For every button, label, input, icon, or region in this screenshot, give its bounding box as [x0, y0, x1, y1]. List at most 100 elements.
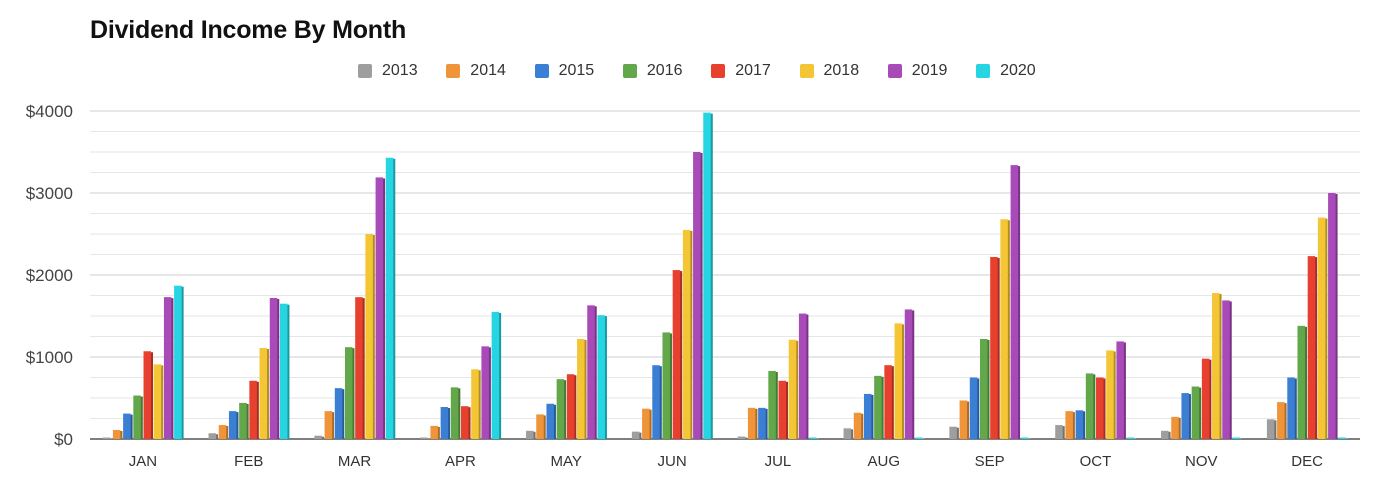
bar-side	[1345, 438, 1348, 439]
bar-2020-feb	[279, 303, 288, 439]
bar-2015-apr	[440, 407, 449, 439]
chart-legend: 2013 2014 2015 2016 2017 2018 2019 2020	[0, 62, 1400, 86]
bar-2018-nov	[1212, 293, 1220, 439]
bar-2020-dec	[1338, 437, 1346, 439]
x-tick-label: MAY	[551, 453, 582, 470]
bar-2018-mar	[365, 234, 373, 439]
bar-group-apr	[420, 311, 502, 439]
bar-2016-aug	[874, 375, 882, 439]
bar-side	[795, 340, 799, 439]
bar-2015-oct	[1075, 410, 1084, 439]
bar-side	[427, 438, 430, 439]
bar-2016-apr	[450, 387, 459, 439]
legend-item-2015: 2015	[534, 62, 595, 80]
bar-side	[649, 409, 652, 439]
bar-2018-apr	[471, 369, 479, 439]
bar-side	[1304, 326, 1307, 439]
bar-2020-nov	[1232, 437, 1240, 439]
y-tick-label: $3000	[26, 184, 73, 203]
bar-side	[997, 257, 1000, 439]
bar-2014-may	[536, 414, 544, 439]
bar-side	[478, 370, 481, 439]
bar-2013-sep	[949, 426, 957, 439]
bar-side	[573, 375, 577, 439]
bar-2016-jun	[662, 332, 670, 439]
bar-side	[119, 430, 123, 439]
bar-side	[1284, 403, 1287, 439]
bar-2018-dec	[1317, 217, 1326, 439]
bar-side	[881, 376, 884, 439]
bar-side	[870, 394, 874, 439]
bar-2013-apr	[420, 437, 428, 439]
bar-2014-apr	[430, 425, 438, 439]
bar-2020-oct	[1126, 437, 1135, 439]
bar-side	[966, 401, 970, 439]
legend-swatch	[622, 64, 637, 78]
bar-2019-nov	[1222, 300, 1230, 439]
bar-side	[457, 388, 461, 439]
legend-item-2014: 2014	[446, 62, 506, 80]
bar-2014-dec	[1277, 402, 1285, 439]
x-tick-label: JUL	[765, 453, 792, 470]
bar-2014-aug	[853, 412, 862, 439]
legend-item-2019: 2019	[887, 62, 948, 80]
bar-group-jul	[737, 313, 819, 439]
bar-2017-may	[566, 374, 575, 439]
bar-side	[1007, 220, 1010, 439]
bar-side	[594, 306, 597, 439]
bar-side	[488, 347, 491, 439]
legend-swatch	[446, 64, 461, 78]
bar-2016-mar	[344, 347, 353, 439]
bar-side	[754, 408, 758, 439]
bar-side	[1092, 374, 1096, 439]
bar-2017-oct	[1096, 377, 1104, 439]
bar-side	[276, 298, 280, 439]
legend-swatch	[711, 64, 726, 78]
bar-side	[1103, 378, 1106, 439]
bar-side	[669, 333, 672, 439]
bar-2016-oct	[1085, 373, 1094, 439]
legend-label: 2019	[911, 62, 948, 79]
bar-2017-apr	[461, 406, 469, 439]
bar-2020-mar	[385, 157, 394, 440]
bar-side	[372, 235, 375, 439]
bar-group-mar	[314, 157, 396, 440]
bar-2013-feb	[208, 433, 217, 439]
bar-2018-oct	[1106, 350, 1114, 439]
y-tick-label: $4000	[26, 102, 73, 121]
bar-2015-mar	[334, 388, 343, 439]
bar-side	[956, 427, 959, 439]
bar-2019-feb	[269, 297, 278, 439]
bar-2015-aug	[863, 393, 872, 439]
bar-side	[1229, 301, 1232, 439]
legend-label: 2015	[558, 62, 595, 79]
bar-group-dec	[1266, 193, 1348, 439]
bar-2015-feb	[228, 411, 237, 439]
bar-side	[1062, 426, 1065, 439]
bar-2013-aug	[843, 428, 852, 439]
bar-2020-sep	[1020, 437, 1029, 439]
legend-item-2020: 2020	[976, 62, 1036, 80]
bar-side	[604, 316, 607, 439]
bar-2018-may	[577, 338, 585, 439]
x-tick-label: FEB	[234, 453, 263, 470]
legend-label: 2017	[735, 62, 771, 79]
bar-2017-jan	[143, 351, 152, 439]
x-tick-label: DEC	[1291, 453, 1323, 470]
x-tick-label: AUG	[867, 453, 900, 470]
bar-2017-aug	[884, 365, 892, 439]
bar-side	[351, 348, 355, 439]
bar-side	[638, 432, 642, 439]
y-tick-label: $0	[54, 430, 73, 449]
bar-side	[744, 437, 748, 439]
bar-2019-sep	[1010, 165, 1019, 439]
bar-2018-sep	[1000, 219, 1008, 439]
bar-side	[160, 365, 164, 439]
bar-side	[1072, 412, 1075, 439]
bar-2020-apr	[491, 311, 500, 439]
bar-side	[266, 348, 270, 439]
legend-label: 2014	[470, 62, 506, 79]
bar-2015-jul	[758, 407, 766, 439]
bar-2018-feb	[259, 347, 268, 439]
